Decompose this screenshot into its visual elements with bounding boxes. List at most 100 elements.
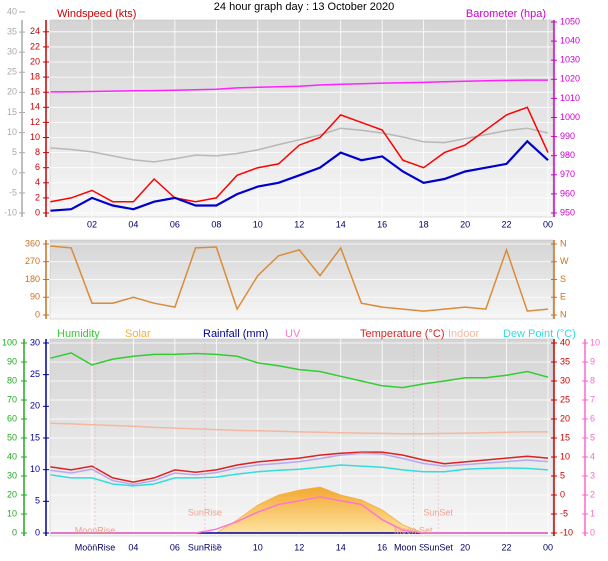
y-tick-label: 10 [7, 127, 17, 137]
series-line [50, 139, 549, 212]
y-tick-label: 1010 [560, 93, 580, 103]
y-tick-label: -10 [560, 527, 573, 537]
legend-entry: Solar [125, 328, 151, 340]
y-tick-label: 10 [7, 508, 17, 518]
y-tick-label: 15 [7, 107, 17, 117]
x-tick-label: 12 [294, 219, 304, 229]
series-line [50, 127, 549, 163]
y-tick-label: 6 [35, 162, 40, 172]
x-tick-label: 04 [128, 542, 138, 552]
y-tick-label: 40 [560, 337, 570, 347]
legend-entry: Rainfall (mm) [203, 328, 268, 340]
y-tick-label: N [560, 309, 567, 319]
x-tick-label: 12 [294, 542, 304, 552]
y-tick-label: 30 [7, 47, 17, 57]
legend-entry: Dew Point (°C) [503, 328, 576, 340]
y2-axis-title: Barometer (hpa) [466, 8, 546, 20]
series-line [50, 106, 549, 203]
y-tick-label: 0 [12, 527, 17, 537]
y-tick-label: 60 [7, 413, 17, 423]
y-tick-label: 950 [560, 207, 575, 217]
x-tick-label: 02 [87, 219, 97, 229]
y-tick-label: 1030 [560, 55, 580, 65]
x-tick-label: 16 [377, 542, 387, 552]
y-tick-label: 10 [30, 464, 40, 474]
y-tick-label: -10 [4, 207, 17, 217]
y-tick-label: 10 [30, 132, 40, 142]
series-line [50, 79, 548, 93]
y-tick-label: 960 [560, 188, 575, 198]
y-tick-label: 4 [590, 451, 595, 461]
y-tick-label: 3 [590, 470, 595, 480]
y-tick-label: 20 [560, 413, 570, 423]
x-tick-label: 22 [502, 219, 512, 229]
y-tick-label: 8 [590, 375, 595, 385]
y-tick-label: 1050 [560, 16, 580, 26]
y-tick-label: 5 [590, 432, 595, 442]
y-tick-label: 30 [7, 470, 17, 480]
y-tick-label: 18 [30, 71, 40, 81]
x-tick-label: 00 [543, 542, 553, 552]
y-tick-label: 2 [590, 489, 595, 499]
legend-entry: Humidity [57, 328, 100, 340]
y-tick-label: 50 [7, 432, 17, 442]
event-label: SunSet [423, 542, 453, 552]
x-tick-label: 10 [253, 542, 263, 552]
y-tick-label: 9 [590, 356, 595, 366]
event-label: Moon Set [394, 542, 433, 552]
y-tick-label: 25 [30, 369, 40, 379]
y-tick-label: 1040 [560, 35, 580, 45]
y-tick-label: 40 [7, 451, 17, 461]
y-tick-label: 15 [30, 432, 40, 442]
legend-entry: Indoor [448, 328, 480, 340]
y-tick-label: 20 [7, 489, 17, 499]
x-tick-label: 18 [419, 219, 429, 229]
event-label: SunRise [188, 542, 222, 552]
y-tick-label: 30 [30, 337, 40, 347]
y-tick-label: 16 [30, 87, 40, 97]
event-label-faded: Moon Set [394, 525, 433, 535]
x-tick-label: 08 [211, 542, 221, 552]
x-tick-label: 20 [460, 542, 470, 552]
page-title: 24 hour graph day : 13 October 2020 [214, 1, 394, 13]
y-tick-label: 70 [7, 394, 17, 404]
y-tick-label: 1 [590, 508, 595, 518]
y-tick-label: 0 [560, 489, 565, 499]
series-line [50, 452, 549, 486]
y-tick-label: 5 [560, 470, 565, 480]
plot-background [49, 19, 554, 218]
legend-entry: Temperature (°C) [360, 328, 444, 340]
y-tick-label: 20 [7, 87, 17, 97]
x-tick-label: 08 [211, 219, 221, 229]
y-tick-label: 1000 [560, 112, 580, 122]
y-tick-label: 990 [560, 131, 575, 141]
y-tick-label: 5 [12, 147, 17, 157]
y-tick-label: 270 [25, 256, 40, 266]
y-tick-label: 30 [560, 375, 570, 385]
x-tick-label: 06 [170, 219, 180, 229]
y-tick-label: 35 [560, 356, 570, 366]
y-tick-label: 100 [2, 337, 17, 347]
y-axis-title: Windspeed (kts) [57, 8, 136, 20]
y-tick-label: 5 [35, 496, 40, 506]
y-tick-label: 0 [35, 207, 40, 217]
y-tick-label: E [560, 292, 566, 302]
x-tick-label: 10 [253, 219, 263, 229]
y-tick-label: 14 [30, 102, 40, 112]
y-tick-label: 80 [7, 375, 17, 385]
series-line [50, 352, 549, 389]
y-tick-label: N [560, 238, 567, 248]
x-tick-label: 22 [502, 542, 512, 552]
x-tick-label: 20 [460, 219, 470, 229]
y-tick-label: 25 [560, 394, 570, 404]
y-tick-label: 35 [7, 26, 17, 36]
x-tick-label: 18 [419, 542, 429, 552]
event-label-faded: SunRise [188, 507, 222, 517]
y-tick-label: 40 [7, 6, 17, 16]
series-line [50, 451, 549, 483]
y-tick-label: 0 [35, 527, 40, 537]
y-tick-label: 20 [30, 401, 40, 411]
x-tick-label: 14 [336, 219, 346, 229]
event-label: MoonRise [75, 542, 116, 552]
